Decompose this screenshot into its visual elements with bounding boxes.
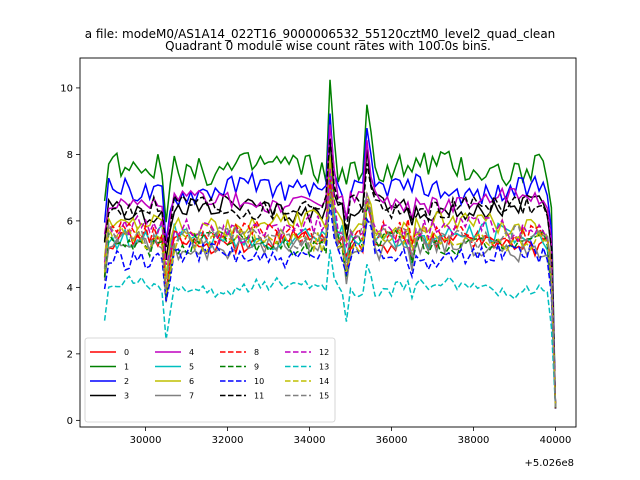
series-line-6	[103, 156, 557, 408]
y-tick-label: 8	[67, 150, 73, 161]
series-line-13	[103, 249, 557, 408]
x-tick-label: 40000	[540, 435, 572, 446]
legend-label-9: 9	[254, 363, 259, 372]
legend-label-3: 3	[124, 392, 129, 401]
series-line-15	[103, 188, 557, 407]
x-axis: 30000 32000 34000 36000 38000 40000	[130, 427, 572, 446]
y-tick-label: 6	[67, 216, 73, 227]
legend-label-0: 0	[124, 348, 129, 357]
legend-label-6: 6	[189, 377, 194, 386]
legend-label-14: 14	[319, 377, 329, 386]
series-line-10	[103, 204, 557, 408]
legend-label-10: 10	[254, 377, 264, 386]
legend-label-5: 5	[189, 363, 194, 372]
series-line-12	[103, 168, 557, 408]
axes-frame	[79, 57, 577, 428]
series-line-4	[103, 124, 557, 409]
legend-label-12: 12	[319, 348, 329, 357]
legend-label-15: 15	[319, 392, 329, 401]
legend-label-8: 8	[254, 348, 259, 357]
figure-suptitle: a file: modeM0/AS1A14_022T16_9000006532_…	[85, 27, 556, 41]
series-lines	[103, 79, 557, 409]
legend-label-7: 7	[189, 392, 194, 401]
legend-label-11: 11	[254, 392, 264, 401]
legend-label-1: 1	[124, 363, 129, 372]
x-tick-label: 38000	[458, 435, 490, 446]
x-offset-label: +5.026e8	[524, 458, 574, 469]
series-line-11	[103, 137, 557, 408]
chart-title: Quadrant 0 module wise count rates with …	[165, 39, 491, 53]
series-line-1	[103, 79, 557, 409]
x-tick-label: 36000	[376, 435, 408, 446]
y-tick-label: 2	[67, 349, 73, 360]
y-axis: 0 2 4 6 8 10	[60, 83, 80, 427]
y-tick-label: 4	[67, 283, 73, 294]
x-tick-label: 32000	[212, 435, 244, 446]
legend-box	[84, 337, 336, 423]
legend-label-4: 4	[189, 348, 194, 357]
y-tick-label: 10	[60, 83, 73, 94]
legend-label-13: 13	[319, 363, 329, 372]
y-tick-label: 0	[67, 416, 73, 427]
legend-label-2: 2	[124, 377, 129, 386]
x-tick-label: 30000	[130, 435, 162, 446]
x-tick-label: 34000	[294, 435, 326, 446]
